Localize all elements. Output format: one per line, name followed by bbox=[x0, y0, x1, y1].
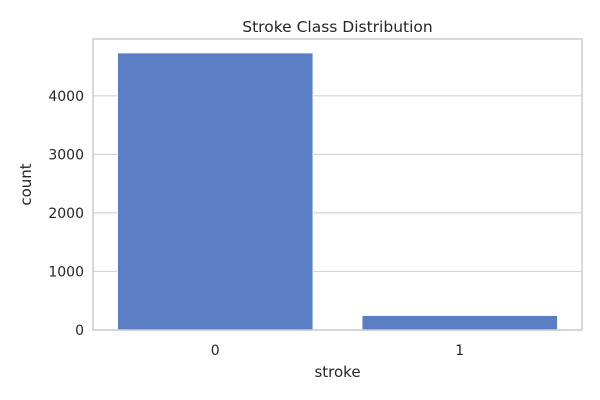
y-tick-label: 3000 bbox=[48, 147, 84, 163]
y-axis-label: count bbox=[17, 163, 35, 205]
y-tick-label: 0 bbox=[75, 323, 84, 339]
y-tick-label: 1000 bbox=[48, 264, 84, 280]
y-tick-labels: 0 1000 2000 3000 4000 bbox=[48, 89, 84, 339]
y-tick-label: 2000 bbox=[48, 206, 84, 222]
x-axis-label: stroke bbox=[314, 363, 360, 381]
x-tick-label: 1 bbox=[455, 343, 464, 359]
y-tick-label: 4000 bbox=[48, 89, 84, 105]
x-tick-label: 0 bbox=[211, 343, 220, 359]
bar-stroke-0 bbox=[116, 52, 314, 331]
plot-frame bbox=[92, 38, 583, 331]
bars bbox=[116, 52, 559, 331]
bar-stroke-1 bbox=[361, 314, 559, 331]
chart-title: Stroke Class Distribution bbox=[242, 18, 432, 36]
